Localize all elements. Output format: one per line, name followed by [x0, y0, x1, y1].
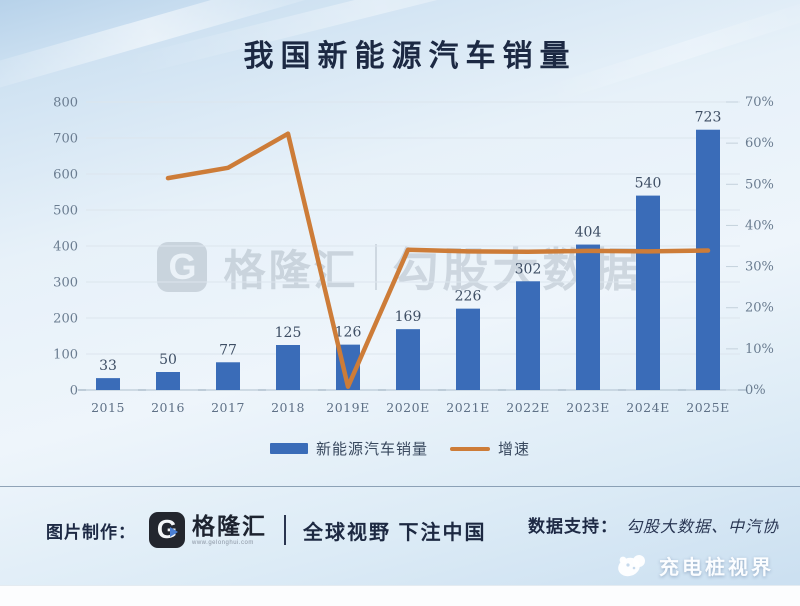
data-support-label: 数据支持： — [528, 517, 618, 536]
x-axis-label: 2024E — [626, 400, 669, 415]
bar-value-label: 540 — [635, 176, 662, 192]
right-axis-tick: 50% — [745, 177, 774, 192]
left-axis-tick: 800 — [53, 96, 78, 111]
bar-value-label: 226 — [455, 289, 482, 305]
chart-legend: 新能源汽车销量 增速 — [0, 438, 800, 459]
bar-value-label: 33 — [99, 358, 117, 374]
footer-divider — [0, 486, 800, 487]
bar-value-label: 404 — [575, 225, 602, 241]
left-axis-tick: 300 — [53, 276, 78, 291]
gelonghui-logo: G 格隆汇 www.gelonghui.com — [149, 512, 267, 548]
sales-chart: 0 100 200 300 400 500 600 700 800 0% 10% 20% 30% 40% 5… — [53, 95, 774, 415]
left-axis-tick: 400 — [53, 240, 78, 255]
right-axis-tick: 30% — [745, 260, 774, 275]
x-axis-label: 2025E — [686, 400, 729, 415]
x-axis-label: 2020E — [386, 400, 429, 415]
legend-bar-label: 新能源汽车销量 — [315, 441, 428, 458]
left-axis-tick: 200 — [53, 312, 78, 327]
bar — [456, 308, 480, 390]
bar — [156, 372, 180, 390]
bar — [576, 244, 600, 390]
left-axis-tick: 700 — [53, 132, 78, 147]
gelonghui-brand-url: www.gelonghui.com — [192, 539, 254, 546]
gelonghui-g-icon: G — [149, 512, 185, 548]
bar-value-label: 125 — [275, 325, 302, 341]
x-axis-label: 2021E — [446, 400, 489, 415]
legend-bar-swatch — [269, 443, 308, 454]
right-axis-tick: 10% — [745, 342, 774, 357]
x-axis-label: 2017 — [211, 400, 245, 415]
x-axis-label: 2019E — [326, 400, 369, 415]
right-axis-tick: 70% — [745, 95, 774, 110]
bar-value-label: 169 — [395, 309, 422, 325]
gelonghui-brand-name: 格隆汇 — [192, 512, 267, 539]
legend-line-label: 增速 — [498, 441, 531, 458]
bar-value-label: 77 — [219, 342, 237, 358]
bar — [96, 378, 120, 390]
data-support: 数据支持： 勾股大数据、中汽协 — [528, 512, 779, 537]
corner-badge-label: 充电桩视界 — [659, 557, 774, 579]
panda-icon — [618, 554, 645, 576]
brand-tagline: 全球视野 下注中国 — [303, 521, 487, 544]
growth-line — [165, 131, 711, 389]
legend-line-swatch — [450, 446, 490, 451]
bar — [216, 362, 240, 390]
bar — [396, 329, 420, 390]
made-by-label: 图片制作： — [46, 522, 136, 542]
right-axis-tick: 20% — [745, 301, 774, 316]
right-axis-tick: 40% — [745, 218, 774, 233]
legend-item-sales: 新能源汽车销量 — [269, 438, 428, 459]
right-axis-tick: 0% — [745, 383, 766, 398]
left-axis-tick: 100 — [53, 348, 78, 363]
legend-item-growth: 增速 — [450, 438, 530, 459]
bar-value-label: 723 — [695, 110, 722, 126]
x-axis-label: 2015 — [91, 400, 125, 415]
left-axis-tick: 500 — [53, 204, 78, 219]
bar-value-label: 126 — [335, 325, 362, 341]
corner-badge: 充电桩视界 — [616, 551, 774, 580]
left-axis-tick: 0 — [70, 384, 78, 399]
x-axis-label: 2023E — [566, 400, 609, 415]
x-axis-label: 2018 — [271, 400, 305, 415]
bar — [636, 195, 660, 390]
bar — [516, 281, 540, 390]
footer-separator — [284, 515, 286, 545]
bar — [696, 129, 720, 390]
left-axis-tick: 600 — [53, 168, 78, 183]
page-title: 我国新能源汽车销量 — [243, 39, 577, 74]
bar-value-label: 302 — [515, 261, 542, 277]
bar-value-label: 50 — [159, 352, 177, 368]
bottom-strip — [0, 585, 800, 606]
x-axis-label: 2016 — [151, 400, 185, 415]
bar — [276, 345, 300, 390]
right-axis-tick: 60% — [745, 136, 774, 151]
footer-credits: 图片制作： G 格隆汇 www.gelonghui.com 全球视野 下注中国 — [46, 504, 487, 556]
x-axis-label: 2022E — [506, 400, 549, 415]
data-support-value: 勾股大数据、中汽协 — [626, 517, 780, 536]
